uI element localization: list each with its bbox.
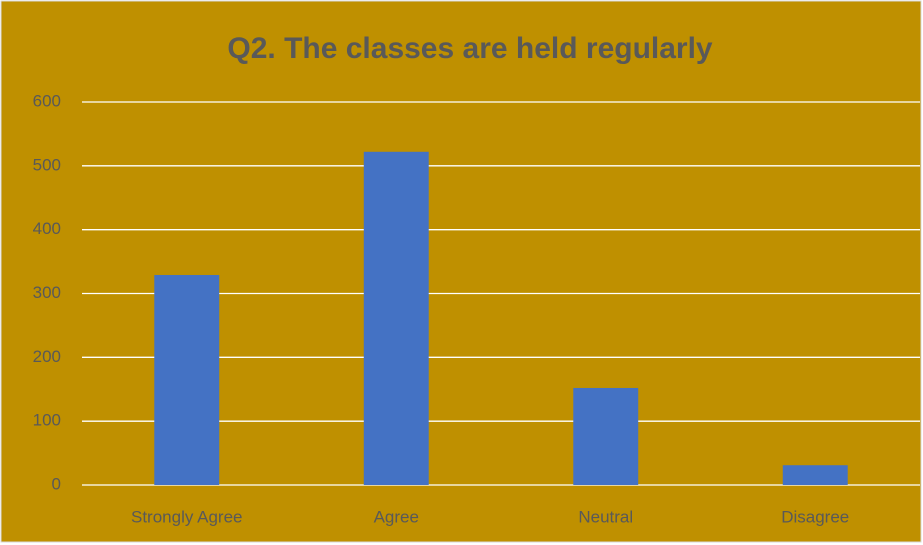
- y-tick-label: 300: [33, 283, 61, 302]
- y-tick-label: 400: [33, 219, 61, 238]
- x-tick-label: Agree: [374, 507, 419, 526]
- x-tick-label: Neutral: [578, 507, 633, 526]
- y-tick-label: 100: [33, 411, 61, 430]
- y-tick-label: 0: [52, 474, 61, 493]
- bar: [573, 387, 639, 485]
- bar: [154, 274, 220, 485]
- chart-title: Q2. The classes are held regularly: [227, 32, 713, 65]
- bar: [363, 151, 429, 486]
- y-tick-label: 500: [33, 155, 61, 174]
- x-tick-label: Disagree: [781, 507, 849, 526]
- y-tick-label: 200: [33, 347, 61, 366]
- x-tick-label: Strongly Agree: [131, 507, 243, 526]
- bar: [782, 465, 848, 485]
- y-tick-label: 600: [33, 91, 61, 110]
